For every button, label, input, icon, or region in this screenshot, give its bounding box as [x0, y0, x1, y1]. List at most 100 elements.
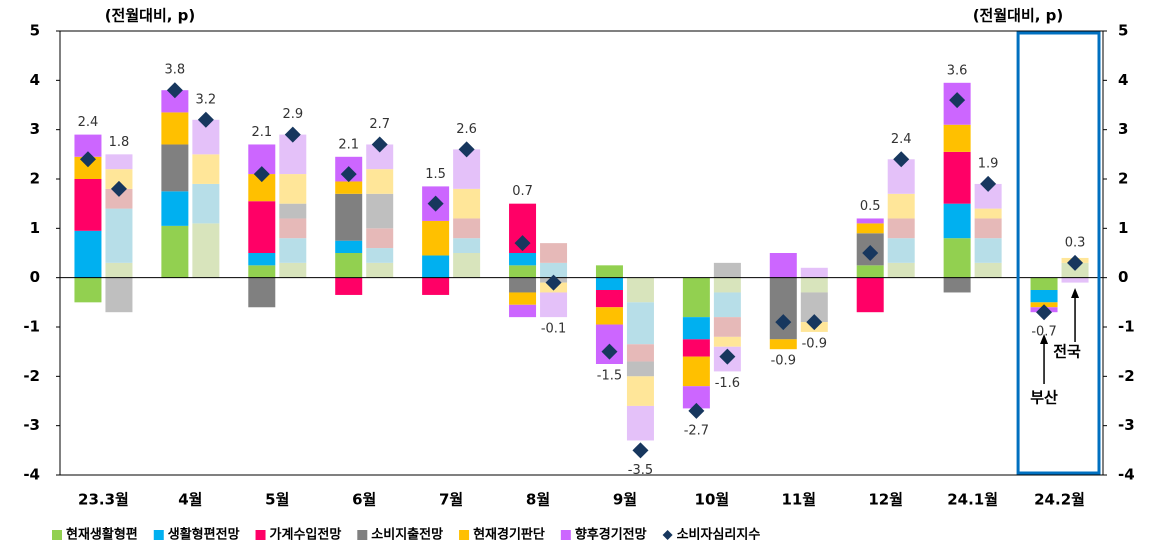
bar-segment: [682, 386, 710, 409]
bar-segment: [366, 248, 394, 263]
value-label: -1.6: [715, 376, 740, 391]
y2-tick-label: -3: [1118, 416, 1135, 434]
legend-marker: [153, 530, 164, 540]
bar-segment: [366, 193, 394, 229]
bar-segment: [943, 151, 971, 204]
annotation: 부산: [1030, 389, 1058, 407]
bar-segment: [248, 265, 276, 278]
bar-segment: [769, 339, 797, 350]
index-marker: [632, 442, 649, 459]
index-marker: [427, 195, 444, 212]
value-label: 2.1: [338, 137, 359, 152]
bar-segment: [856, 265, 884, 278]
bar-segment: [887, 218, 915, 239]
bar-segment: [626, 376, 654, 406]
bar-segment: [279, 174, 307, 204]
value-label: 1.5: [425, 167, 446, 182]
bar-segment: [509, 253, 537, 266]
value-label: -1.5: [597, 369, 622, 384]
bar-segment: [74, 179, 102, 231]
bar-segment: [335, 181, 363, 194]
x-tick-label: 24.1월: [947, 491, 998, 509]
x-tick-label: 11월: [781, 491, 816, 509]
bar-segment: [595, 290, 623, 308]
bar-segment: [595, 307, 623, 325]
y-tick-label: 5: [30, 22, 40, 40]
index-marker: [601, 343, 618, 360]
index-marker: [862, 245, 879, 261]
bar-segment: [713, 336, 741, 347]
value-label: 3.6: [947, 63, 968, 78]
y-tick-label: -2: [23, 367, 40, 385]
bar-segment: [74, 134, 102, 157]
y-tick-label: 1: [30, 219, 40, 237]
y-tick-label: 3: [30, 120, 40, 138]
legend-label: 소비지출전망: [371, 527, 443, 543]
bar-segment: [1061, 277, 1089, 283]
y2-tick-label: 2: [1118, 170, 1128, 188]
index-marker: [719, 348, 736, 365]
bar-segment: [887, 193, 915, 219]
bar-segment: [943, 277, 971, 293]
x-tick-label: 9월: [613, 491, 637, 509]
bar-segment: [279, 203, 307, 219]
y-tick-label: 0: [30, 268, 40, 286]
legend-marker: [459, 530, 470, 540]
bar-segment: [279, 218, 307, 239]
bar-segment: [105, 154, 133, 170]
x-tick-label: 8월: [526, 491, 550, 509]
y2-tick-label: -4: [1118, 466, 1135, 484]
x-tick-label: 4월: [178, 491, 202, 509]
bar-segment: [856, 223, 884, 234]
bar-segment: [161, 112, 189, 145]
y2-tick-label: 4: [1118, 71, 1128, 89]
value-label: 0.3: [1065, 235, 1086, 250]
y2-axis-title: (전월대비, p): [973, 7, 1064, 25]
index-marker: [458, 141, 475, 158]
x-tick-label: 24.2월: [1034, 491, 1085, 509]
bar-segment: [74, 156, 102, 179]
bar-segment: [105, 277, 133, 313]
index-marker: [775, 314, 792, 331]
x-tick-label: 10월: [695, 491, 730, 509]
x-tick-label: 5월: [265, 491, 289, 509]
y2-tick-label: -1: [1118, 318, 1135, 336]
bar-segment: [713, 292, 741, 318]
bar-segment: [626, 302, 654, 345]
bar-segment: [161, 144, 189, 192]
bar-segment: [366, 262, 394, 278]
bar-segment: [974, 218, 1002, 239]
y-tick-label: -4: [23, 466, 40, 484]
index-marker: [284, 126, 301, 143]
bar-segment: [856, 218, 884, 224]
index-marker: [371, 136, 388, 153]
index-marker: [166, 82, 183, 99]
bar-segment: [422, 277, 450, 295]
bar-segment: [626, 361, 654, 377]
bar-segment: [887, 238, 915, 263]
value-label: -3.5: [628, 463, 653, 478]
x-tick-label: 6월: [352, 491, 376, 509]
bar-segment: [192, 183, 220, 224]
y-tick-label: -3: [23, 416, 40, 434]
legend-marker: [357, 530, 368, 540]
bar-segment: [192, 223, 220, 278]
bar-segment: [1030, 277, 1058, 290]
plot-frame: [59, 30, 1104, 476]
bar-segment: [974, 262, 1002, 278]
annotation: 전국: [1053, 343, 1081, 361]
legend-label: 생활형편전망: [168, 527, 240, 543]
legend-marker: [52, 530, 62, 540]
bar-segment: [540, 292, 568, 318]
bar-segment: [248, 201, 276, 253]
index-marker: [1036, 304, 1053, 321]
bar-segment: [161, 225, 189, 278]
legend-marker: [255, 530, 266, 540]
bar-segment: [626, 405, 654, 441]
value-label: -0.1: [541, 322, 566, 337]
y-tick-label: -1: [23, 318, 40, 336]
index-marker: [79, 151, 96, 168]
value-label: 2.4: [891, 132, 912, 147]
bar-segment: [713, 277, 741, 293]
